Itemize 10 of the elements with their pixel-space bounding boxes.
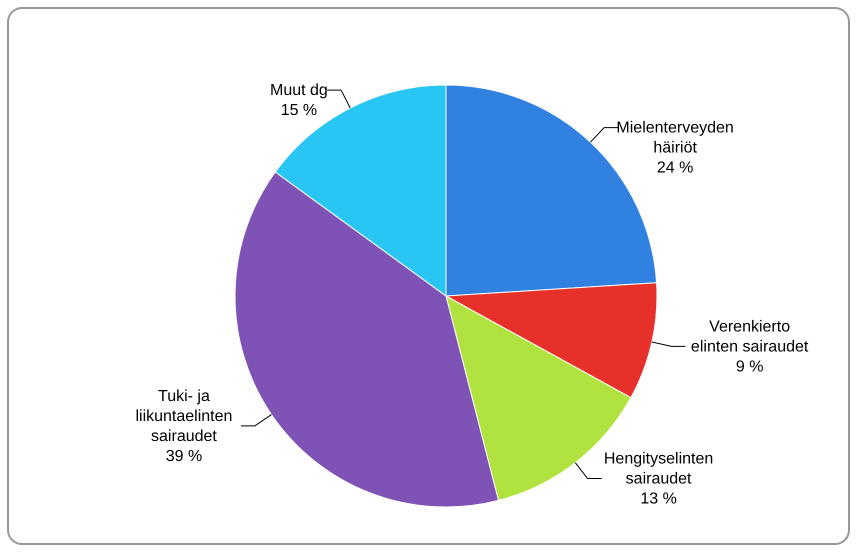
slice-label: Mielenterveyden häiriöt	[616, 120, 734, 157]
slice-label: Hengityselinten sairaudet	[604, 450, 714, 488]
data-label: 13 %	[640, 490, 677, 508]
data-label: 9 %	[736, 358, 764, 376]
slice-label: Verenkierto elinten sairaudet	[690, 318, 809, 356]
slice-label: Muut dg	[270, 82, 328, 100]
data-label: 15 %	[280, 102, 318, 120]
data-label: 39 %	[166, 448, 202, 465]
data-label: 24 %	[656, 160, 694, 177]
slice-label: Tuki- ja liikuntaelinten sairaudet	[135, 388, 232, 445]
